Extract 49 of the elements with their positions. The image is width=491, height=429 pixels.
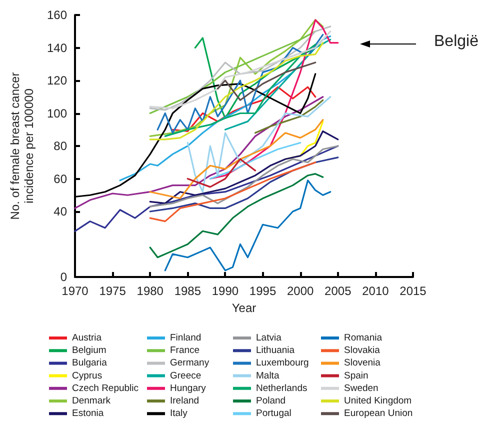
legend-label: Netherlands xyxy=(256,382,308,394)
legend-label: Italy xyxy=(170,408,188,420)
x-tick-label: 1995 xyxy=(249,284,276,298)
legend-label: Ireland xyxy=(170,396,200,406)
y-tick-label: 140 xyxy=(46,40,68,55)
x-tick-label: 1975 xyxy=(99,284,126,298)
legend-label: Austria xyxy=(72,332,102,344)
legend-label: Cyprus xyxy=(72,370,102,382)
legend-label: Greece xyxy=(170,370,202,382)
x-tick-label: 1990 xyxy=(212,284,239,298)
text: België xyxy=(434,33,478,51)
legend-label: Romania xyxy=(344,332,383,344)
legend-label: United Kingdom xyxy=(344,396,412,406)
x-tick-label: 1980 xyxy=(136,284,164,298)
x-tick-label: 2000 xyxy=(286,284,314,298)
y-tick-label: 160 xyxy=(46,8,68,22)
x-tick-label: 1985 xyxy=(174,284,202,298)
legend-label: Hungary xyxy=(170,382,206,394)
legend-label: France xyxy=(170,345,200,356)
x-tick-label: 1970 xyxy=(62,284,89,298)
legend-label: Spain xyxy=(344,370,368,382)
y-tick-label: 120 xyxy=(46,74,68,88)
legend-label: Estonia xyxy=(72,408,104,420)
legend-label: Finland xyxy=(170,332,202,344)
x-axis-title: Year xyxy=(232,300,256,315)
legend-label: Sweden xyxy=(344,382,378,394)
legend-label: Latvia xyxy=(256,332,282,344)
legend-label: Czech Republic xyxy=(72,382,139,394)
y-axis-title: No. of female breast cancer incidence per 100000 xyxy=(8,72,36,220)
legend-label: Portugal xyxy=(256,408,292,420)
y-tick-label: 40 xyxy=(54,204,68,218)
y-tick-label: 0 xyxy=(60,270,68,284)
x-tick-label: 2015 xyxy=(400,284,427,298)
legend-label: Slovenia xyxy=(344,358,382,369)
legend-label: Bulgaria xyxy=(72,358,108,369)
y-tick-label: 100 xyxy=(46,106,68,120)
legend-label: Slovakia xyxy=(344,345,381,356)
legend-label: Poland xyxy=(256,396,286,406)
legend-label: Belgium xyxy=(72,345,106,356)
legend-label: Malta xyxy=(256,370,280,382)
x-tick-label: 2010 xyxy=(362,284,390,298)
legend-label: Germany xyxy=(170,358,210,369)
x-tick-label: 2005 xyxy=(324,284,352,298)
y-tick-label: 60 xyxy=(54,172,68,186)
legend-label: European Union xyxy=(344,408,413,420)
y-tick-label: 80 xyxy=(54,139,68,153)
legend-label: Lithuania xyxy=(256,345,296,356)
legend-label: Luxembourg xyxy=(256,358,309,369)
legend-label: Denmark xyxy=(72,396,111,406)
